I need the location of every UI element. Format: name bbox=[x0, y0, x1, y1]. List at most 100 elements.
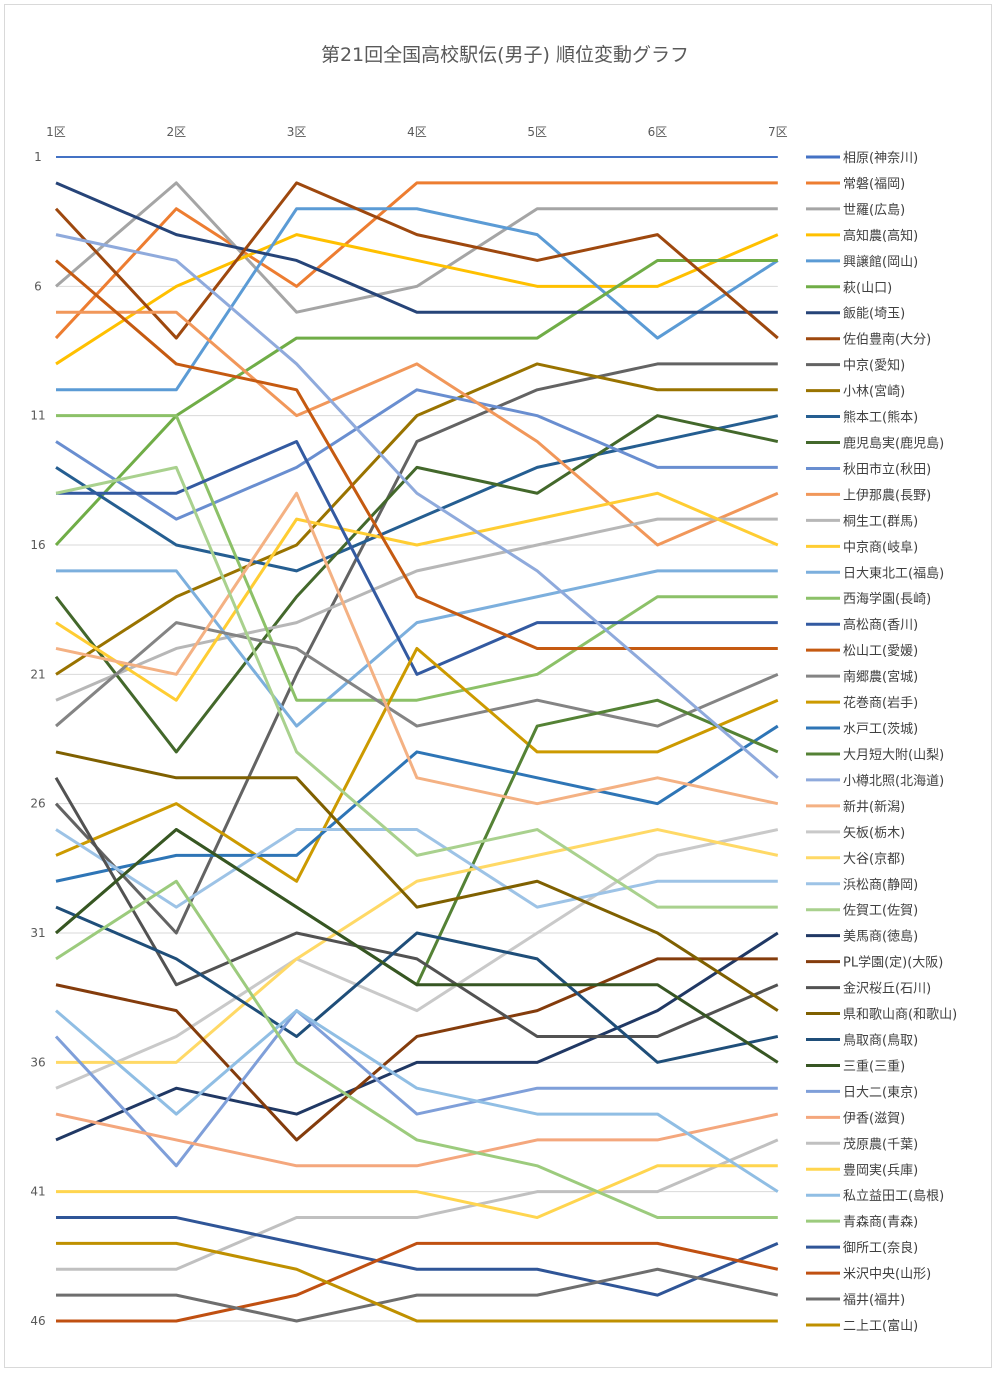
legend-label: 萩(山口) bbox=[843, 281, 892, 296]
legend: 相原(神奈川) 常磐(福岡) 世羅(広島) 高知農(高知) 興譲館(岡山) 萩(山口) 飯能… bbox=[806, 151, 957, 1334]
series-line bbox=[55, 750, 779, 1012]
legend-label: 私立益田工(島根) bbox=[843, 1189, 944, 1204]
y-tick-label: 26 bbox=[30, 797, 45, 811]
legend-label: 小林(宮崎) bbox=[843, 384, 905, 400]
y-tick-label: 16 bbox=[30, 538, 45, 552]
legend-label: 御所工(奈良) bbox=[843, 1240, 918, 1256]
legend-label: 南郷農(宮城) bbox=[843, 669, 918, 685]
series-line bbox=[55, 491, 779, 806]
series-line bbox=[55, 621, 779, 728]
series-line bbox=[55, 181, 778, 314]
legend-label: 豊岡実(兵庫) bbox=[843, 1162, 918, 1178]
series-line bbox=[55, 724, 779, 883]
legend-label: 新井(新潟) bbox=[843, 799, 905, 815]
series-line bbox=[55, 828, 779, 1090]
chart-title: 第21回全国高校駅伝(男子) 順位変動グラフ bbox=[320, 44, 690, 66]
series-line bbox=[56, 1241, 778, 1323]
legend-label: 世羅(広島) bbox=[843, 203, 905, 218]
series-line bbox=[55, 828, 778, 909]
y-tick-label: 36 bbox=[30, 1055, 45, 1069]
series-lines bbox=[54, 156, 779, 1323]
legend-label: 佐伯豊南(大分) bbox=[843, 332, 931, 348]
legend-label: 興譲館(岡山) bbox=[843, 254, 918, 270]
series-line bbox=[54, 181, 779, 340]
series-line bbox=[55, 1009, 779, 1193]
legend-label: 花巻商(岩手) bbox=[843, 695, 918, 711]
legend-label: 高松商(香川) bbox=[843, 617, 918, 633]
legend-label: 金沢桜丘(石川) bbox=[843, 981, 931, 997]
series-line bbox=[55, 233, 779, 366]
y-tick-label: 21 bbox=[30, 667, 45, 681]
series-line bbox=[54, 414, 779, 754]
series-line bbox=[55, 879, 778, 1220]
legend-label: 二上工(富山) bbox=[843, 1318, 918, 1334]
series-line bbox=[56, 440, 778, 676]
series-line bbox=[55, 181, 778, 314]
x-tick-label: 4区 bbox=[407, 125, 427, 139]
series-line bbox=[54, 181, 778, 340]
series-line bbox=[55, 491, 779, 702]
legend-label: 水戸工(茨城) bbox=[843, 722, 918, 737]
legend-label: 大月短大附(山梨) bbox=[843, 748, 944, 763]
x-tick-label: 3区 bbox=[287, 125, 307, 139]
legend-label: 浜松商(静岡) bbox=[843, 878, 918, 893]
legend-label: 美馬商(徳島) bbox=[843, 930, 918, 945]
series-line bbox=[56, 414, 778, 702]
legend-label: 小樽北照(北海道) bbox=[843, 773, 944, 789]
legend-label: 佐賀工(佐賀) bbox=[843, 904, 918, 919]
legend-label: 飯能(埼玉) bbox=[843, 307, 905, 322]
series-line bbox=[56, 310, 779, 547]
x-tick-label: 1区 bbox=[46, 125, 66, 139]
series-line bbox=[55, 828, 779, 1064]
legend-label: 秋田市立(秋田) bbox=[843, 461, 931, 477]
series-line bbox=[56, 828, 779, 1064]
series-line bbox=[55, 233, 779, 779]
legend-label: 日大二(東京) bbox=[843, 1084, 918, 1100]
legend-label: 中京商(岐阜) bbox=[843, 539, 918, 555]
y-tick-label: 1 bbox=[34, 150, 42, 164]
legend-label: PL学園(定)(大阪) bbox=[843, 955, 943, 971]
legend-label: 鹿児島実(鹿児島) bbox=[843, 436, 944, 452]
x-tick-label: 7区 bbox=[768, 125, 788, 139]
series-line bbox=[56, 1216, 779, 1297]
x-tick-label: 6区 bbox=[648, 125, 668, 139]
legend-label: 熊本工(熊本) bbox=[843, 410, 918, 426]
legend-label: 高知農(高知) bbox=[843, 228, 918, 244]
series-line bbox=[55, 905, 779, 1064]
y-tick-label: 6 bbox=[34, 279, 42, 293]
legend-label: 伊香(滋賀) bbox=[843, 1111, 905, 1126]
series-line bbox=[55, 465, 778, 909]
legend-label: 中京(愛知) bbox=[843, 358, 905, 374]
y-tick-label: 11 bbox=[30, 409, 45, 423]
legend-label: 福井(福井) bbox=[843, 1293, 905, 1308]
legend-label: 県和歌山商(和歌山) bbox=[843, 1008, 957, 1023]
series-line bbox=[54, 362, 778, 935]
series-line bbox=[56, 569, 778, 728]
y-tick-label: 31 bbox=[30, 926, 45, 940]
legend-label: 鳥取商(鳥取) bbox=[843, 1033, 918, 1048]
legend-label: 青森商(青森) bbox=[843, 1215, 918, 1230]
series-line bbox=[56, 1267, 779, 1323]
legend-label: 上伊那農(長野) bbox=[843, 488, 931, 503]
x-tick-label: 5区 bbox=[527, 125, 547, 139]
series-line bbox=[56, 1164, 778, 1220]
legend-label: 大谷(京都) bbox=[843, 852, 905, 867]
x-tick-label: 2区 bbox=[166, 125, 186, 139]
series-line bbox=[55, 1112, 779, 1168]
series-line bbox=[55, 957, 778, 1142]
y-tick-label: 41 bbox=[30, 1185, 45, 1199]
legend-label: 茂原農(千葉) bbox=[843, 1137, 918, 1152]
legend-label: 松山工(愛媛) bbox=[843, 644, 918, 659]
series-line bbox=[55, 646, 779, 883]
series-line bbox=[55, 414, 779, 573]
legend-label: 西海学園(長崎) bbox=[843, 591, 931, 607]
series-line bbox=[56, 1138, 779, 1271]
series-line bbox=[55, 259, 778, 650]
series-line bbox=[54, 1009, 778, 1168]
legend-label: 三重(三重) bbox=[843, 1058, 905, 1074]
series-line bbox=[56, 207, 779, 392]
y-tick-label: 46 bbox=[30, 1314, 45, 1328]
legend-label: 米沢中央(山形) bbox=[843, 1267, 931, 1282]
